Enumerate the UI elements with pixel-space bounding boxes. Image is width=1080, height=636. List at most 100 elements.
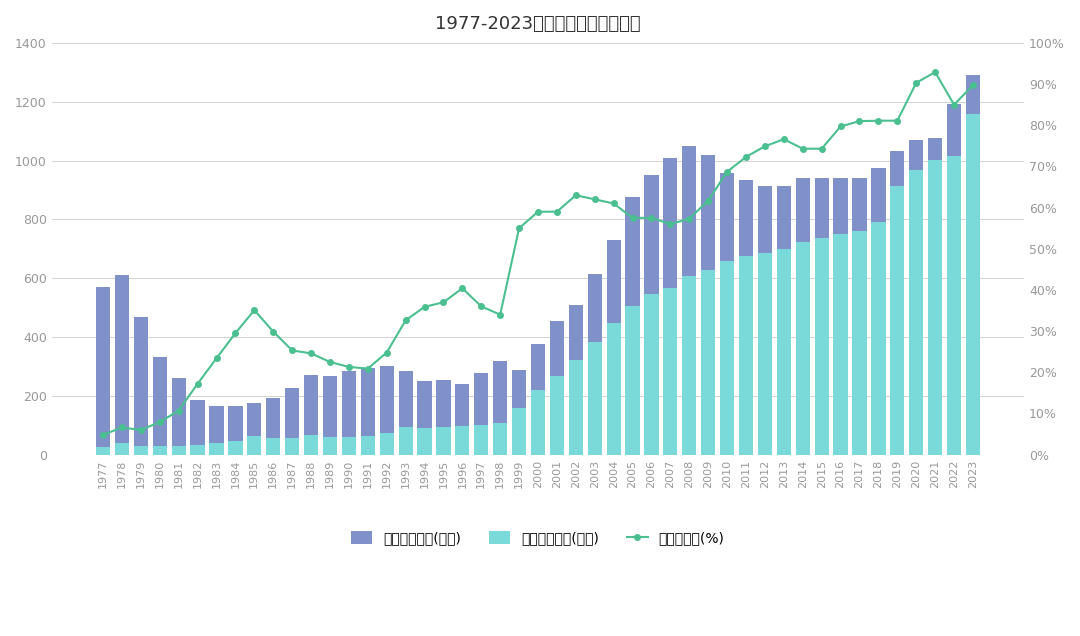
Bar xyxy=(550,321,564,376)
Bar xyxy=(531,344,545,390)
Bar xyxy=(323,437,337,455)
Bar xyxy=(588,274,602,342)
Bar xyxy=(266,399,281,438)
Bar xyxy=(550,376,564,455)
Bar xyxy=(739,180,753,256)
Bar xyxy=(247,436,261,455)
Bar xyxy=(872,168,886,223)
Bar xyxy=(588,342,602,455)
高考录取率(%) xyxy=(645,214,658,222)
Bar xyxy=(436,380,450,427)
Bar xyxy=(399,371,413,427)
高考录取率(%) xyxy=(305,350,318,357)
Bar xyxy=(266,438,281,455)
Line: 高考录取率(%): 高考录取率(%) xyxy=(100,69,975,438)
Bar xyxy=(625,197,639,307)
Bar xyxy=(172,446,186,455)
Bar xyxy=(645,176,659,294)
高考录取率(%) xyxy=(834,123,847,130)
Bar xyxy=(152,357,167,446)
高考录取率(%) xyxy=(607,200,620,207)
Bar xyxy=(418,428,432,455)
Bar xyxy=(663,288,677,455)
Bar xyxy=(701,155,715,270)
Bar xyxy=(303,435,319,455)
高考录取率(%) xyxy=(418,303,431,310)
Bar xyxy=(134,446,148,455)
高考录取率(%) xyxy=(134,426,147,434)
Bar xyxy=(701,270,715,455)
Bar xyxy=(361,436,375,455)
高考录取率(%) xyxy=(796,145,809,153)
Bar xyxy=(645,294,659,455)
Bar xyxy=(134,317,148,446)
高考录取率(%) xyxy=(891,117,904,125)
高考录取率(%) xyxy=(853,117,866,125)
Bar xyxy=(607,323,621,455)
Bar xyxy=(663,158,677,288)
Bar xyxy=(512,370,526,408)
Bar xyxy=(190,399,205,445)
Bar xyxy=(569,305,583,360)
Bar xyxy=(909,170,923,455)
Bar xyxy=(947,104,961,156)
Bar xyxy=(928,160,942,455)
Bar xyxy=(796,242,810,455)
Bar xyxy=(928,137,942,160)
Bar xyxy=(720,261,734,455)
Bar xyxy=(569,360,583,455)
Bar xyxy=(210,406,224,443)
高考录取率(%) xyxy=(589,195,602,203)
高考录取率(%) xyxy=(267,328,280,335)
Bar xyxy=(607,240,621,323)
Bar xyxy=(739,256,753,455)
高考录取率(%) xyxy=(778,135,791,143)
Bar xyxy=(852,231,866,455)
高考录取率(%) xyxy=(664,220,677,228)
高考录取率(%) xyxy=(286,347,299,354)
高考录取率(%) xyxy=(758,142,771,150)
Bar xyxy=(494,361,508,423)
高考录取率(%) xyxy=(96,431,109,439)
Bar xyxy=(228,441,243,455)
Bar xyxy=(796,179,810,242)
高考录取率(%) xyxy=(342,363,355,371)
Bar xyxy=(361,368,375,436)
Bar xyxy=(303,375,319,435)
Bar xyxy=(172,378,186,446)
高考录取率(%) xyxy=(815,145,828,153)
高考录取率(%) xyxy=(720,168,733,176)
Bar xyxy=(399,427,413,455)
Bar xyxy=(777,249,791,455)
高考录取率(%) xyxy=(909,79,922,86)
高考录取率(%) xyxy=(210,354,222,362)
Bar xyxy=(379,366,394,432)
高考录取率(%) xyxy=(362,365,375,373)
高考录取率(%) xyxy=(947,101,960,109)
Bar xyxy=(890,151,904,186)
高考录取率(%) xyxy=(872,117,885,125)
Bar xyxy=(814,238,828,455)
高考录取率(%) xyxy=(172,407,185,415)
高考录取率(%) xyxy=(475,303,488,310)
Bar xyxy=(228,406,243,441)
Bar xyxy=(341,371,356,437)
高考录取率(%) xyxy=(494,311,507,319)
Bar xyxy=(852,178,866,231)
高考录取率(%) xyxy=(531,208,544,216)
Bar xyxy=(777,186,791,249)
Bar xyxy=(436,427,450,455)
Bar xyxy=(247,403,261,436)
Bar xyxy=(683,146,697,276)
高考录取率(%) xyxy=(456,284,469,292)
Bar xyxy=(96,287,110,446)
高考录取率(%) xyxy=(569,191,582,199)
Bar xyxy=(418,381,432,428)
Bar xyxy=(285,387,299,438)
Bar xyxy=(323,377,337,437)
高考录取率(%) xyxy=(437,298,450,306)
高考录取率(%) xyxy=(153,418,166,426)
高考录取率(%) xyxy=(683,215,696,223)
Bar xyxy=(494,423,508,455)
Bar xyxy=(834,234,848,455)
